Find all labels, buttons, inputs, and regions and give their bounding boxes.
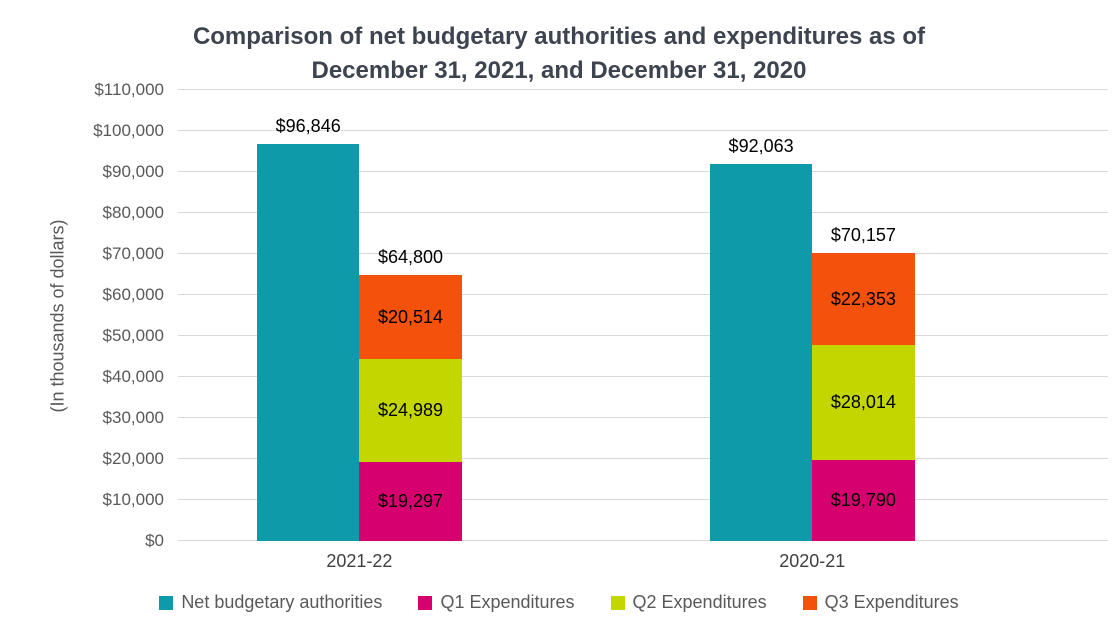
legend-item-net-budgetary-authorities[interactable]: Net budgetary authorities bbox=[159, 592, 382, 613]
x-axis: 2021-22 2020-21 bbox=[178, 551, 1108, 577]
gridline bbox=[178, 417, 1108, 418]
authorities-value-label: $96,846 bbox=[275, 115, 341, 136]
gridline bbox=[178, 294, 1108, 295]
gridline bbox=[178, 540, 1108, 541]
q2-expenditures-segment[interactable]: $28,014 bbox=[812, 345, 915, 460]
expenditures-column: $19,790 $28,014 $22,353 $70,157 bbox=[812, 90, 915, 541]
y-tick-label: $40,000 bbox=[102, 367, 164, 386]
gridline bbox=[178, 376, 1108, 377]
y-tick-label: $110,000 bbox=[94, 80, 164, 99]
expenditures-column: $19,297 $24,989 $20,514 $64,800 bbox=[359, 90, 462, 541]
legend-item-q1-expenditures[interactable]: Q1 Expenditures bbox=[418, 592, 575, 613]
legend-swatch-icon bbox=[418, 595, 433, 610]
gridline bbox=[178, 458, 1108, 459]
chart-legend: Net budgetary authorities Q1 Expenditures… bbox=[0, 592, 1118, 613]
gridline bbox=[178, 130, 1108, 131]
gridline bbox=[178, 253, 1108, 254]
authorities-column: $96,846 bbox=[257, 90, 360, 541]
bar-group-2021-22: $96,846 $19,297 $24,989 $20,514 $64,800 bbox=[257, 90, 462, 541]
y-tick-label: $90,000 bbox=[102, 162, 164, 181]
y-axis-label: (In thousands of dollars) bbox=[47, 219, 68, 413]
legend-label: Q1 Expenditures bbox=[440, 592, 575, 612]
q3-expenditures-segment[interactable]: $20,514 bbox=[359, 275, 462, 360]
y-tick-label: $50,000 bbox=[102, 326, 164, 345]
legend-swatch-icon bbox=[610, 595, 625, 610]
y-tick-label: $10,000 bbox=[102, 490, 164, 509]
legend-item-q3-expenditures[interactable]: Q3 Expenditures bbox=[802, 592, 959, 613]
y-tick-label: $70,000 bbox=[102, 244, 164, 263]
expenditures-total-label: $64,800 bbox=[377, 247, 444, 268]
q1-expenditures-segment[interactable]: $19,297 bbox=[359, 461, 462, 541]
net-budgetary-authorities-bar[interactable] bbox=[257, 143, 360, 541]
y-tick-label: $0 bbox=[145, 531, 164, 550]
legend-swatch-icon bbox=[159, 595, 174, 610]
legend-item-q2-expenditures[interactable]: Q2 Expenditures bbox=[610, 592, 767, 613]
bar-group-2020-21: $92,063 $19,790 $28,014 $22,353 $70,157 bbox=[709, 90, 915, 541]
net-budgetary-authorities-bar[interactable] bbox=[709, 163, 813, 541]
y-tick-label: $100,000 bbox=[93, 121, 164, 140]
gridline bbox=[178, 335, 1108, 336]
authorities-value-label: $92,063 bbox=[728, 135, 794, 156]
y-axis: $0 $10,000 $20,000 $30,000 $40,000 $50,000 $60… bbox=[70, 80, 170, 550]
x-tick-label-2021-22: 2021-22 bbox=[326, 551, 393, 571]
expenditures-total-label: $70,157 bbox=[830, 225, 896, 246]
legend-swatch-icon bbox=[802, 595, 817, 610]
q2-expenditures-segment[interactable]: $24,989 bbox=[359, 359, 462, 462]
gridline bbox=[178, 212, 1108, 213]
q3-expenditures-segment[interactable]: $22,353 bbox=[812, 253, 915, 346]
y-tick-label: $30,000 bbox=[102, 408, 164, 427]
gridline bbox=[178, 499, 1108, 500]
legend-label: Q2 Expenditures bbox=[632, 592, 767, 612]
legend-label: Net budgetary authorities bbox=[181, 592, 383, 612]
authorities-column: $92,063 bbox=[709, 90, 813, 541]
gridline bbox=[178, 171, 1108, 172]
y-tick-label: $80,000 bbox=[102, 203, 164, 222]
x-tick-label-2020-21: 2020-21 bbox=[779, 551, 846, 571]
q1-expenditures-segment[interactable]: $19,790 bbox=[812, 459, 915, 541]
chart-title: Comparison of net budgetary authorities … bbox=[192, 23, 926, 85]
legend-label: Q3 Expenditures bbox=[824, 592, 959, 612]
y-tick-label: $60,000 bbox=[102, 285, 164, 304]
gridline bbox=[178, 89, 1108, 90]
plot-area: $96,846 $19,297 $24,989 $20,514 $64,800 $92,0… bbox=[178, 89, 1108, 541]
y-tick-label: $20,000 bbox=[102, 449, 164, 468]
